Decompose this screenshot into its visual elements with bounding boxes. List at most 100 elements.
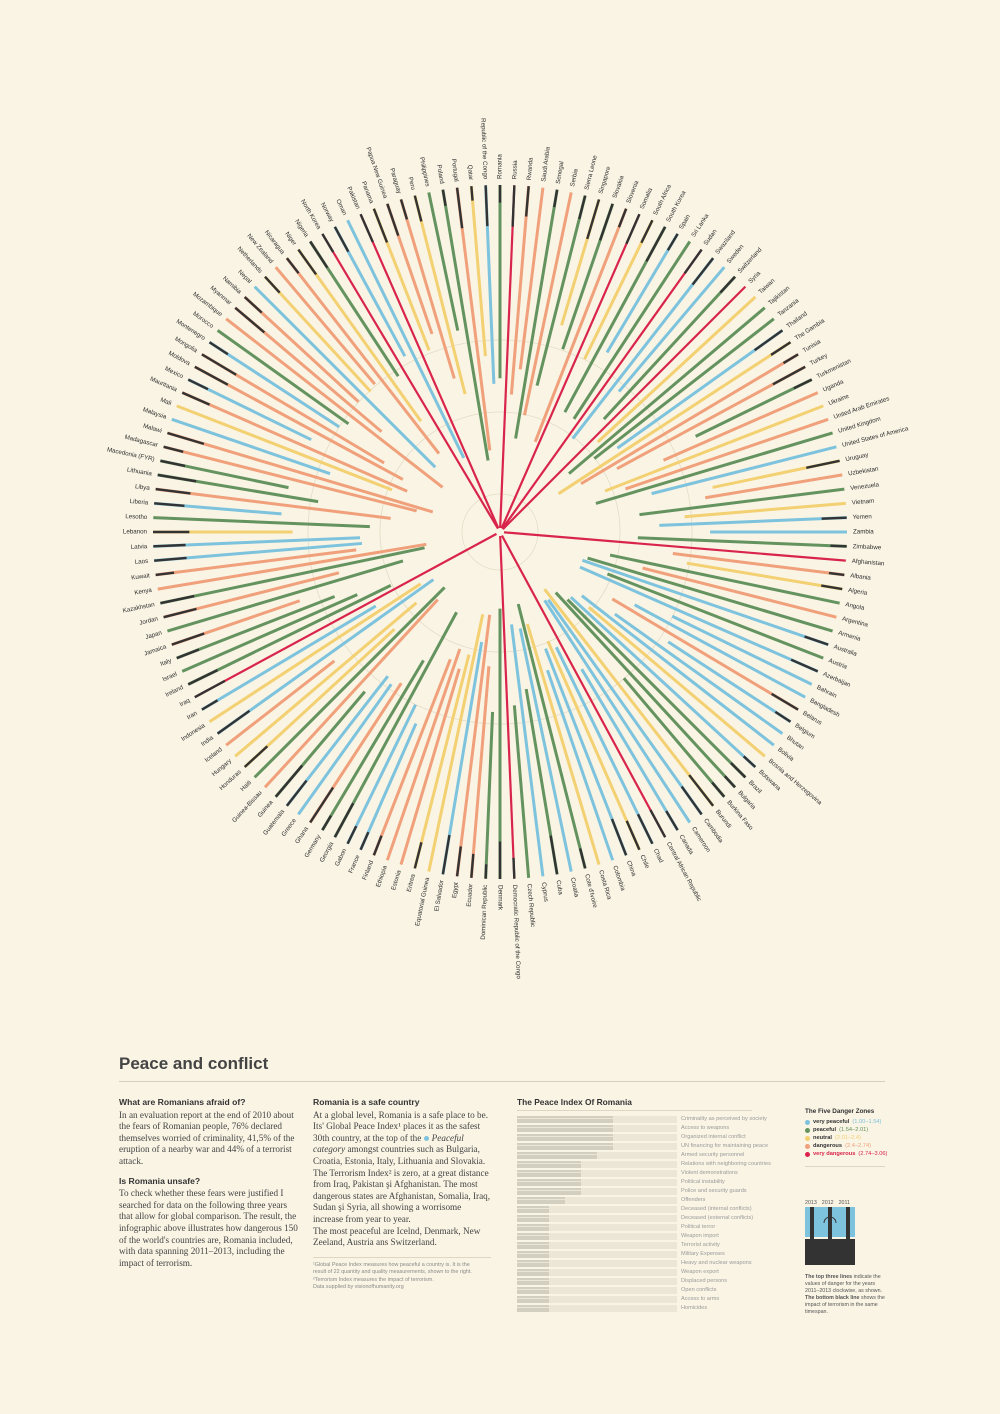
spoke-laos <box>154 541 363 563</box>
country-label: Morocco <box>191 310 215 330</box>
country-label: Venezuela <box>850 481 880 492</box>
country-label: Slovakia <box>611 174 625 199</box>
bar-year-line <box>517 1206 549 1208</box>
terrorism-segment <box>649 809 667 838</box>
terrorism-segment <box>688 774 715 807</box>
bar-year-line <box>517 1260 549 1262</box>
spoke-nicaragua <box>285 257 441 455</box>
bar-track <box>517 1179 677 1186</box>
country-label: Senegal <box>555 161 566 185</box>
country-label: Colombia <box>611 865 626 893</box>
bar-year-line <box>517 1292 549 1294</box>
bar-year-line <box>517 1244 549 1247</box>
country-label: Italy <box>159 657 173 668</box>
bar-label: UN financing for maintaining peace <box>681 1143 769 1149</box>
peace-index-row: Access to weapons <box>517 1124 767 1133</box>
spoke-japan <box>166 559 404 633</box>
page-title: Peace and conflict <box>119 1054 269 1073</box>
peace-index-row: Armed security personnel <box>517 1151 767 1160</box>
spoke-bosnia-and-herzegovina <box>587 606 766 758</box>
terrorism-segment <box>790 658 819 673</box>
terrorism-segment <box>578 848 587 869</box>
spoke-south-africa <box>583 219 654 360</box>
terrorism-segment <box>153 543 186 548</box>
terrorism-segment <box>413 195 423 222</box>
country-label: Macedonia (FYR) <box>106 446 155 463</box>
country-label: Lithuania <box>126 466 152 477</box>
spoke-peru <box>413 195 467 395</box>
spoke-israel <box>181 593 358 673</box>
peace-index-row: Terrorist activity <box>517 1241 767 1250</box>
peace-index-row: Criminality as perceived by society <box>517 1115 767 1124</box>
spoke-saudi-arabia <box>518 187 545 370</box>
heading-safe-country: Romania is a safe country <box>313 1097 420 1107</box>
spoke-cote-d-ivoire <box>516 603 587 869</box>
bar-year-line <box>517 1130 613 1132</box>
spoke-brazil <box>566 598 747 779</box>
spoke-ukraine <box>604 404 824 493</box>
terrorism-segment <box>181 391 211 406</box>
terrorism-segment <box>680 785 703 816</box>
spoke-cambodia <box>547 598 703 816</box>
country-label: Central African Republic <box>665 841 703 903</box>
spoke-belgium <box>667 640 792 724</box>
terrorism-segment <box>484 864 488 879</box>
terrorism-segment <box>372 208 389 243</box>
terrorism-segment <box>711 781 726 798</box>
bar-track <box>517 1305 677 1312</box>
bar-year-line <box>517 1190 581 1193</box>
guide-ring <box>461 493 539 571</box>
spoke-gabon <box>346 704 417 845</box>
spoke-colombia <box>546 669 615 861</box>
bar-label: Violent demonstrations <box>681 1170 738 1176</box>
bar-year-line <box>517 1238 549 1240</box>
terrorism-segment <box>321 233 335 253</box>
bar-year-line <box>517 1310 549 1312</box>
country-label: Taiwan <box>757 277 776 296</box>
spoke-bolivia <box>580 594 775 747</box>
spoke-spain <box>605 233 679 354</box>
spoke-united-arab-emirates <box>625 417 829 491</box>
peace-index-row: Homicides <box>517 1304 767 1313</box>
footnote-4: Data supplied by visionofhumanity.org <box>313 1283 404 1290</box>
spoke-zimbabwe <box>637 536 847 548</box>
country-label: Mali <box>159 396 172 407</box>
country-label: Iceland <box>204 746 224 764</box>
country-label: Croatia <box>569 877 580 899</box>
spoke-senegal <box>514 189 559 439</box>
terrorism-segment <box>309 240 329 269</box>
article-column-2: Romania is a safe country At a global le… <box>313 1097 491 1291</box>
country-label: El Salvador <box>433 880 445 912</box>
bar-label: Military Expenses <box>681 1251 725 1257</box>
spoke-uganda <box>662 391 819 462</box>
terrorism-segment <box>553 189 559 208</box>
zone-dot-icon <box>805 1143 810 1149</box>
terrorism-segment <box>470 186 474 201</box>
zone-name: very dangerous <box>813 1151 856 1157</box>
bar-year-line <box>517 1251 549 1253</box>
peace-index-row: Displaced persons <box>517 1277 767 1286</box>
bar-track <box>517 1251 677 1258</box>
bar-year-line <box>517 1184 581 1186</box>
peace-index-row: Political instability <box>517 1178 767 1187</box>
country-label: Republic of the Congo <box>479 118 489 180</box>
bar-year-line <box>517 1139 613 1141</box>
spoke-slovenia <box>533 208 628 443</box>
bar-year-line <box>517 1280 549 1283</box>
country-label: Turkey <box>809 352 830 367</box>
spoke-estonia <box>399 668 461 866</box>
country-label: Cote d'Ivoire <box>583 873 598 909</box>
bar-label: Police and security guards <box>681 1188 747 1194</box>
country-label: Denmark <box>496 885 503 911</box>
terrorism-segment <box>441 189 447 207</box>
bar-label: Deceased (external conflicts) <box>681 1215 754 1221</box>
spoke-honduras <box>243 628 396 769</box>
terrorism-segment <box>730 762 747 779</box>
terrorism-segment <box>665 810 679 831</box>
footnote-3: ²Terrorism Index measures the impact of … <box>313 1276 434 1283</box>
country-label: Brazil <box>747 779 763 795</box>
spoke-australia <box>581 558 829 647</box>
bar-year-line <box>517 1163 581 1166</box>
spoke-burkina-faso <box>622 677 726 798</box>
country-label: Tunisia <box>802 338 823 354</box>
